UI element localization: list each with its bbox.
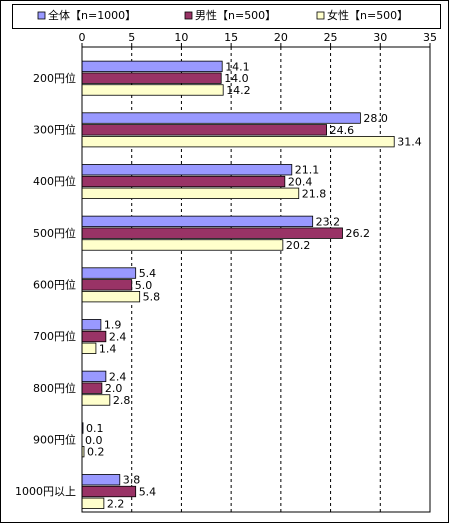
legend-label: 女性【n=500】 [327,8,408,22]
y-tick-label: 1000円以上 [15,485,76,498]
bar [81,187,300,199]
value-label: 0.0 [85,434,103,447]
plot-border [81,46,431,513]
legend-label: 男性【n=500】 [195,8,276,22]
value-label: 26.2 [346,227,371,240]
value-label: 3.8 [123,474,141,487]
value-label: 14.2 [226,84,251,97]
x-tick-label: 10 [174,31,188,44]
bar [81,279,133,291]
bar [81,84,224,96]
bar [81,175,286,188]
value-label: 5.4 [139,267,157,280]
x-tick-label: 15 [224,31,238,44]
value-label: 20.2 [286,239,311,252]
value-label: 23.2 [316,215,341,228]
y-tick-label: 500円位 [33,226,76,240]
bar [81,330,107,343]
y-tick-label: 200円位 [33,71,76,85]
x-tick-label: 25 [324,31,338,44]
value-label: 21.1 [295,164,320,177]
bar [81,474,121,486]
bar [81,342,97,354]
x-tick-label: 5 [128,31,135,44]
value-label: 5.8 [143,291,161,304]
value-label: 2.2 [107,497,125,510]
value-label: 2.0 [105,382,123,395]
bar [81,370,107,383]
bar [81,164,293,176]
bar [81,319,102,331]
legend-swatch [37,11,46,20]
y-tick-label: 600円位 [33,278,76,292]
value-label: 1.4 [99,342,117,355]
value-label: 20.4 [288,176,313,189]
bar [81,382,103,394]
x-tick-label: 30 [373,31,387,44]
y-tick-label: 700円位 [33,329,76,343]
bar [81,215,314,228]
bar [81,497,105,509]
value-label: 31.4 [397,136,422,149]
legend-swatch [184,11,193,20]
bar [81,239,284,251]
bar [81,72,222,84]
value-label: 5.4 [139,486,157,499]
value-label: 2.4 [109,370,127,383]
bar [81,394,111,406]
value-label: 28.0 [363,112,388,125]
bar [81,485,137,498]
bar [81,267,137,279]
y-tick-label: 900円位 [33,433,76,447]
bar [81,227,343,239]
x-tick-label: 35 [423,31,437,44]
value-label: 14.1 [225,60,250,73]
value-label: 0.1 [86,422,104,435]
y-tick-label: 300円位 [33,123,76,137]
x-tick-label: 20 [274,31,288,44]
value-label: 14.0 [224,72,249,85]
value-label: 2.8 [113,394,131,407]
legend [12,4,441,29]
legend-swatch [316,11,325,20]
value-label: 1.9 [104,319,122,332]
value-label: 21.8 [302,187,327,200]
y-tick-label: 800円位 [33,381,76,395]
bar [81,290,141,303]
value-label: 2.4 [109,331,127,344]
x-tick-label: 0 [79,31,86,44]
value-label: 5.0 [135,279,153,292]
bar [81,124,327,136]
y-tick-label: 400円位 [33,174,76,188]
legend-label: 全体【n=1000】 [48,8,136,22]
bar [81,112,361,124]
bar [81,60,223,73]
value-label: 0.2 [87,446,105,459]
bar [81,135,395,148]
value-label: 24.6 [330,124,355,137]
